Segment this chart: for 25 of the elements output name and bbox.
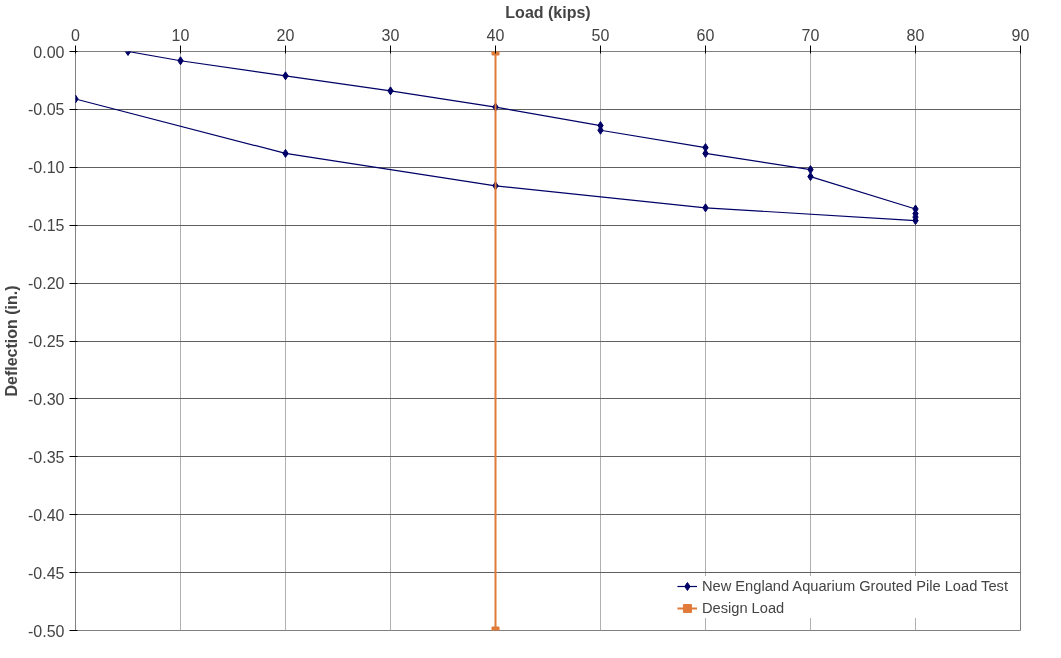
- x-tick-label: 60: [696, 26, 715, 44]
- y-tick-label: -0.35: [28, 448, 65, 466]
- y-tick-label: -0.40: [28, 506, 65, 524]
- y-tick-label: -0.20: [28, 275, 65, 293]
- y-tick-label: -0.10: [28, 159, 65, 177]
- x-tick-label: 50: [591, 26, 610, 44]
- y-tick-label: -0.25: [28, 333, 65, 350]
- y-tick-label: -0.30: [28, 390, 65, 408]
- legend-label: New England Aquarium Grouted Pile Load Test: [701, 578, 1008, 594]
- y-tick-label: -0.05: [28, 101, 65, 119]
- x-tick-label: 20: [276, 26, 295, 44]
- y-tick-label: -0.15: [28, 217, 65, 235]
- y-tick-label: -0.50: [28, 622, 65, 640]
- x-tick-label: 40: [486, 26, 505, 44]
- x-axis-title: Load (kips): [505, 3, 591, 21]
- x-tick-label: 0: [71, 26, 81, 44]
- y-tick-label: -0.45: [28, 564, 65, 582]
- legend-label: Design Load: [701, 600, 785, 616]
- x-tick-label: 10: [171, 26, 190, 44]
- y-tick-label: 0.00: [33, 43, 65, 61]
- x-tick-label: 70: [801, 26, 820, 44]
- x-tick-label: 30: [381, 26, 400, 44]
- x-tick-label: 90: [1011, 26, 1030, 44]
- x-tick-label: 80: [906, 26, 925, 44]
- y-axis-title: Deflection (in.): [3, 285, 21, 397]
